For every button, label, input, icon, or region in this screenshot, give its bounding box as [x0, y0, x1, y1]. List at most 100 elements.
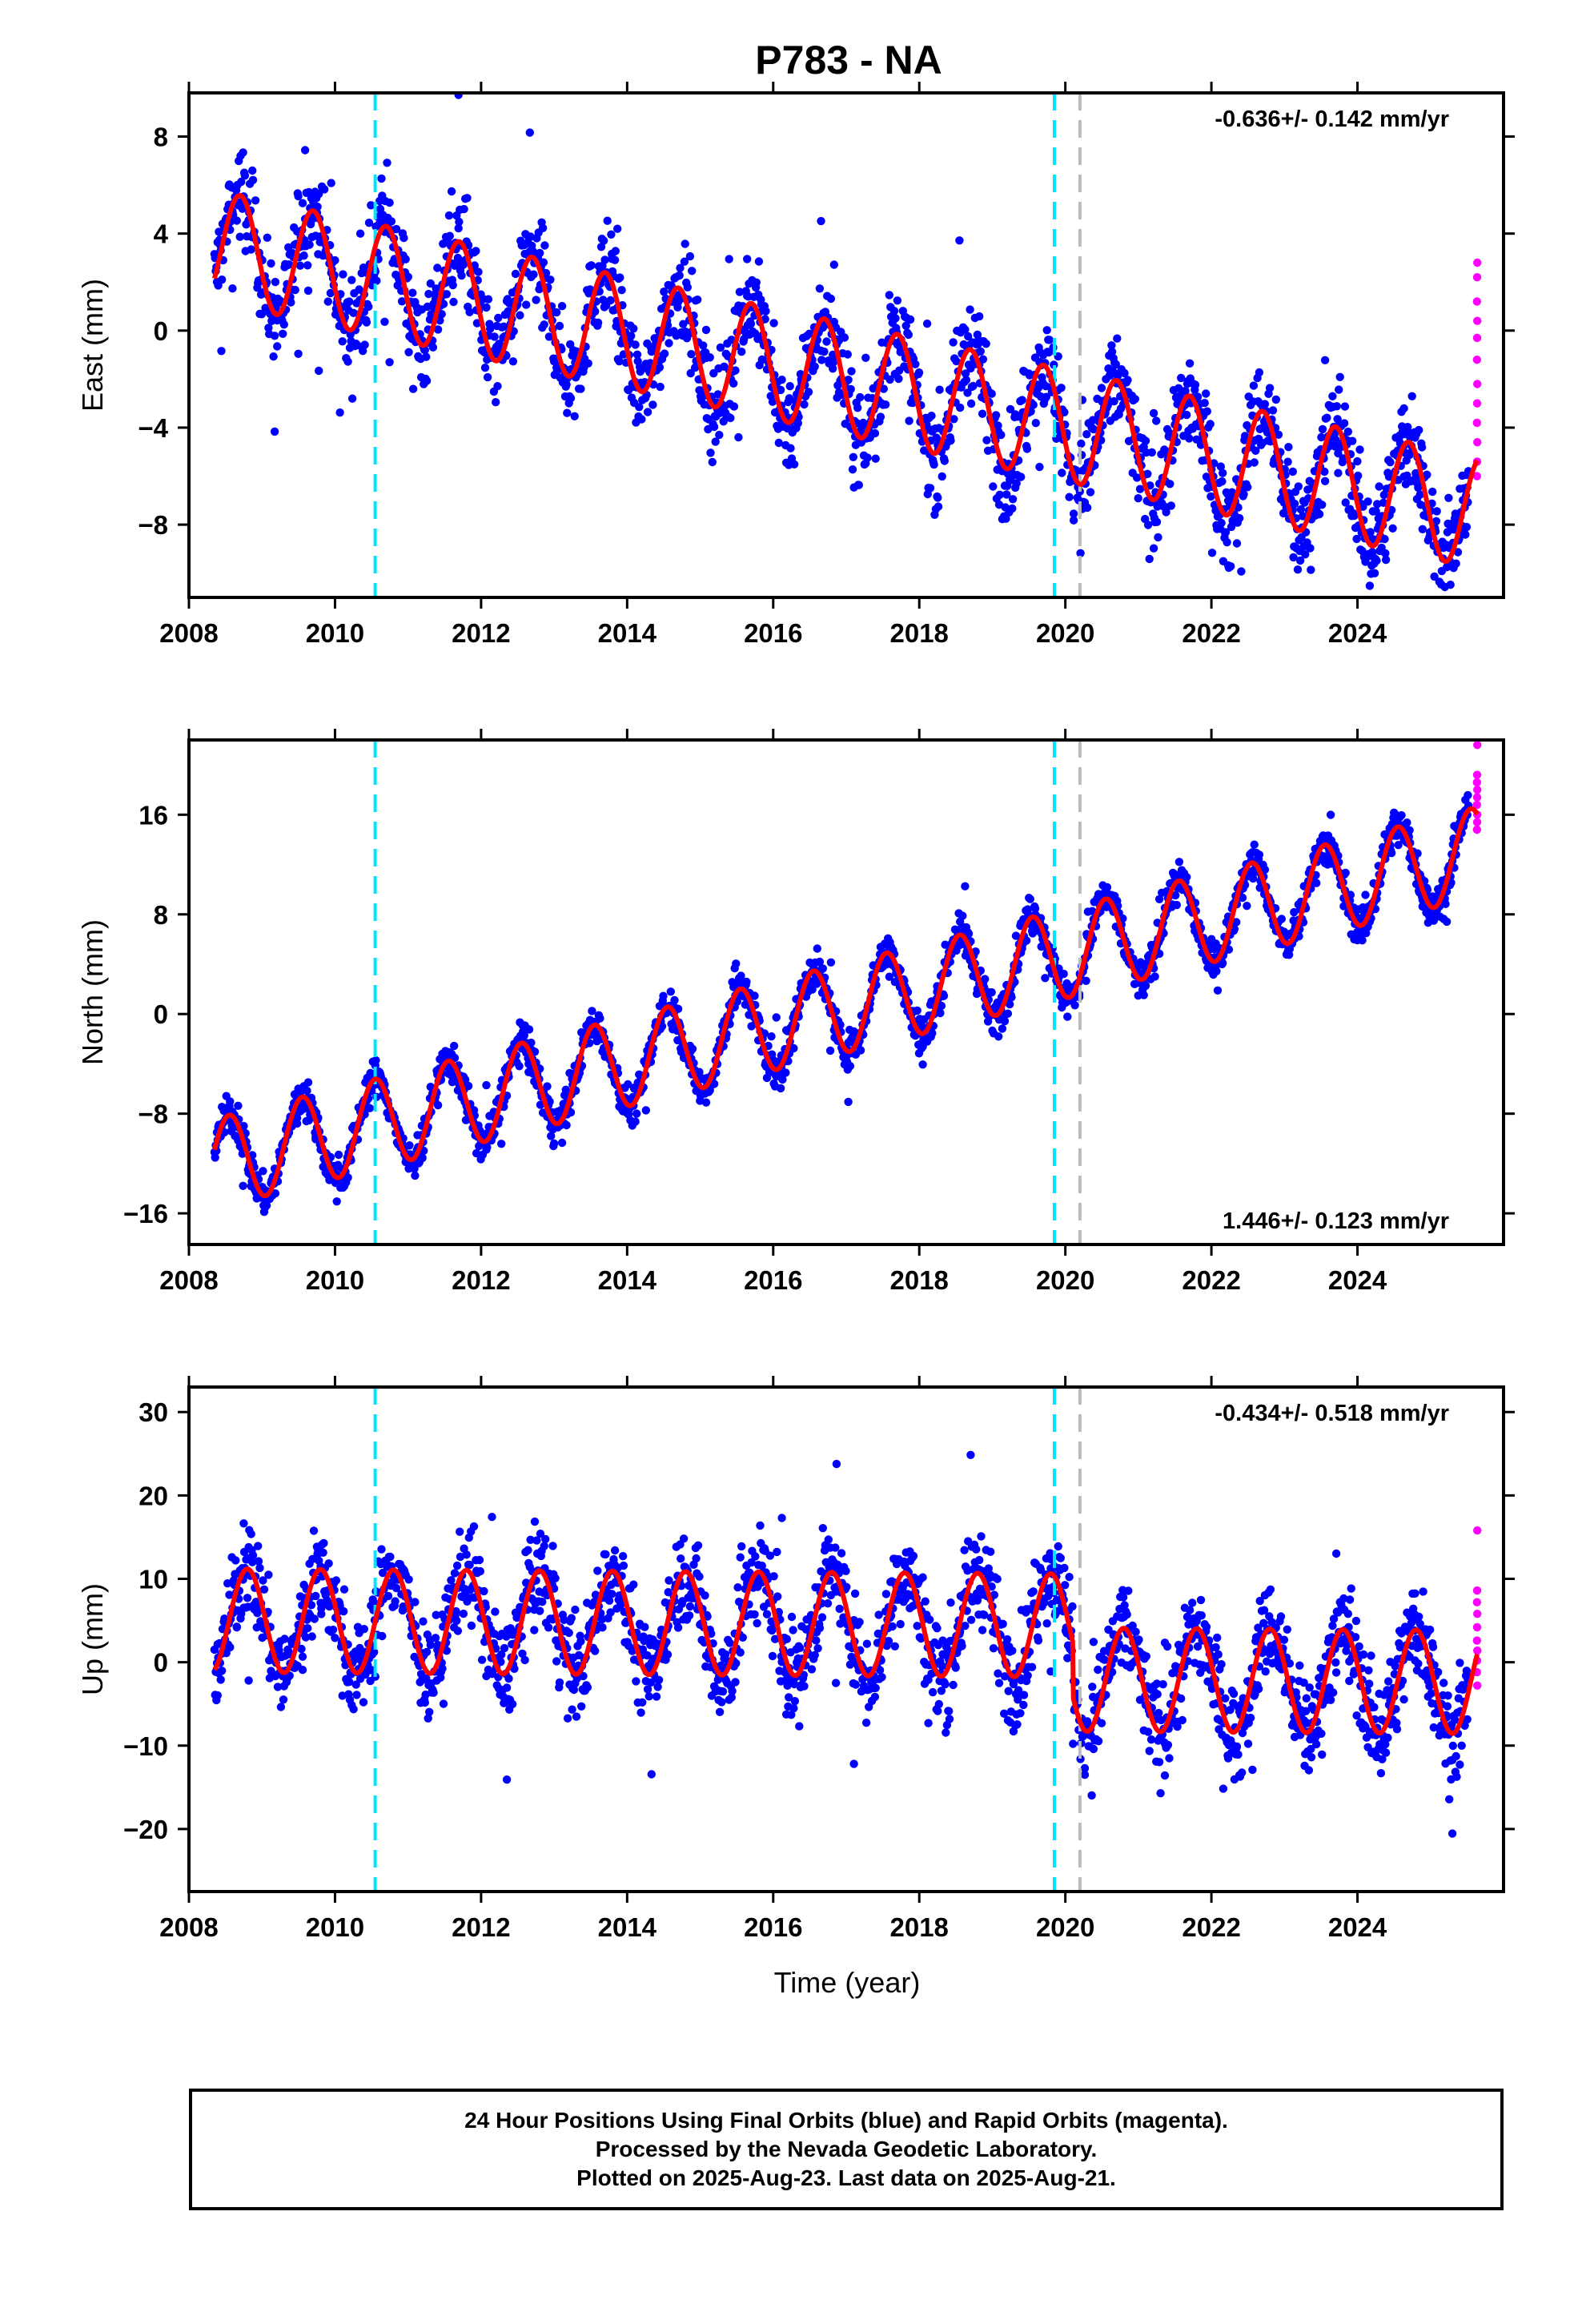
rapid-orbit-point [1473, 380, 1482, 388]
final-orbit-point [699, 341, 708, 350]
final-orbit-point [911, 360, 920, 368]
final-orbit-point [994, 1032, 1003, 1041]
final-orbit-point [1331, 436, 1340, 444]
final-orbit-point [966, 305, 974, 314]
final-orbit-point [610, 255, 620, 264]
final-orbit-point [743, 255, 752, 263]
final-orbit-point [232, 216, 241, 225]
final-orbit-point [1251, 446, 1260, 455]
final-orbit-point [292, 1119, 302, 1128]
final-orbit-point [601, 1550, 610, 1559]
final-orbit-point [846, 384, 855, 394]
final-orbit-point [958, 911, 967, 920]
final-orbit-point [1295, 556, 1305, 565]
final-orbit-point [319, 1538, 328, 1548]
final-orbit-point [675, 271, 684, 280]
final-orbit-point [815, 957, 825, 967]
final-orbit-point [1003, 1009, 1013, 1018]
final-orbit-point [746, 320, 756, 328]
final-orbit-point [926, 484, 935, 493]
final-orbit-point [1343, 427, 1353, 436]
final-orbit-point [576, 1637, 585, 1646]
final-orbit-point [1057, 384, 1066, 392]
final-orbit-point [761, 307, 770, 316]
x-tick-label: 2008 [159, 1265, 218, 1295]
final-orbit-point [576, 384, 585, 393]
final-orbit-point [307, 1632, 316, 1641]
rapid-orbit-point [1472, 356, 1482, 364]
final-orbit-point [422, 376, 432, 385]
final-orbit-point [820, 347, 829, 356]
final-orbit-point [998, 1024, 1007, 1033]
final-orbit-point [1319, 852, 1328, 861]
final-orbit-point [793, 419, 802, 428]
x-tick-label: 2014 [598, 1265, 657, 1295]
final-orbit-point [493, 382, 502, 391]
final-orbit-point [562, 1120, 571, 1130]
final-orbit-point [1065, 493, 1074, 501]
x-tick-label: 2012 [452, 1265, 510, 1295]
final-orbit-point [385, 358, 394, 367]
final-orbit-point [231, 1556, 240, 1565]
final-orbit-point [270, 427, 279, 436]
final-orbit-point [1219, 468, 1227, 477]
final-orbit-point [1006, 404, 1015, 414]
y-tick-label: 4 [154, 219, 169, 249]
final-orbit-point [1012, 479, 1021, 488]
final-orbit-point [616, 273, 624, 282]
final-orbit-point [494, 313, 503, 323]
final-orbit-point [323, 297, 332, 306]
final-orbit-point [1054, 352, 1062, 361]
final-orbit-point [1452, 559, 1460, 568]
final-orbit-point [572, 1712, 581, 1721]
final-orbit-point [367, 201, 375, 210]
final-orbit-point [659, 991, 668, 1000]
final-orbit-point [1177, 373, 1186, 383]
final-orbit-point [905, 416, 913, 425]
final-orbit-point [1022, 936, 1031, 945]
final-orbit-point [1341, 498, 1350, 507]
final-orbit-point [1403, 818, 1411, 827]
final-orbit-point [1218, 477, 1227, 486]
final-orbit-point [244, 1676, 253, 1685]
final-orbit-point [817, 216, 825, 226]
final-orbit-point [1432, 507, 1441, 516]
final-orbit-point [217, 347, 226, 356]
final-orbit-point [235, 232, 244, 241]
final-orbit-point [1185, 359, 1195, 368]
final-orbit-point [631, 1117, 640, 1126]
final-orbit-point [1431, 517, 1441, 525]
final-orbit-point [555, 321, 564, 331]
final-orbit-point [995, 490, 1005, 499]
final-orbit-point [541, 268, 551, 278]
final-orbit-point [240, 171, 250, 180]
final-orbit-point [232, 1622, 241, 1631]
final-orbit-point [228, 284, 237, 293]
final-orbit-point [683, 283, 692, 292]
rapid-orbit-point [1472, 472, 1482, 480]
final-orbit-point [885, 972, 894, 981]
final-orbit-point [426, 1640, 435, 1650]
y-axis-label: East (mm) [76, 279, 109, 412]
final-orbit-point [670, 995, 679, 1005]
final-orbit-point [956, 403, 965, 412]
final-orbit-point [529, 270, 538, 279]
final-orbit-point [263, 233, 271, 242]
final-orbit-point [364, 219, 374, 227]
final-orbit-point [637, 415, 646, 424]
final-orbit-point [991, 411, 1001, 420]
final-orbit-point [433, 325, 443, 334]
x-tick-label: 2016 [744, 1265, 802, 1295]
final-orbit-point [438, 1664, 447, 1673]
final-orbit-point [298, 199, 307, 207]
final-orbit-point [243, 1594, 252, 1602]
final-orbit-point [339, 1585, 349, 1594]
final-orbit-point [1415, 490, 1424, 499]
final-orbit-point [377, 174, 386, 183]
final-orbit-point [1274, 430, 1283, 439]
final-orbit-point [386, 1552, 395, 1562]
final-orbit-point [1217, 518, 1226, 528]
final-orbit-point [1191, 380, 1200, 389]
final-orbit-point [1026, 895, 1035, 903]
final-orbit-point [291, 285, 299, 295]
